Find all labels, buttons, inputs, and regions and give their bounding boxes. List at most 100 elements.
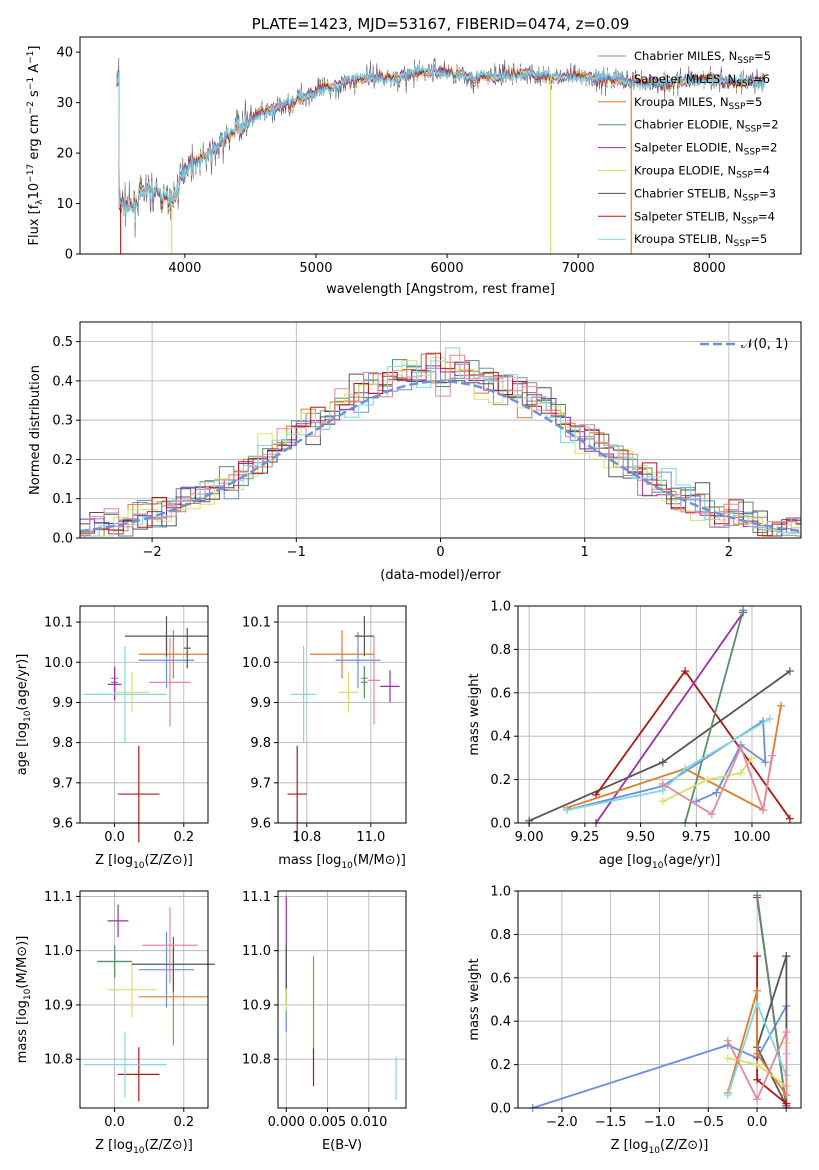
x-tick-label: 9.75 — [682, 830, 711, 845]
age_vs_mass-xlabel: mass [log10(M/M⊙)] — [278, 853, 406, 871]
x-tick-label: 0.2 — [173, 1115, 194, 1130]
spectrum-title: PLATE=1423, MJD=53167, FIBERID=0474, z=0… — [252, 15, 630, 33]
y-tick-label: 10.9 — [44, 998, 73, 1013]
x-tick-label: 6000 — [431, 261, 464, 276]
x-tick-label: 0.0 — [104, 830, 125, 845]
normal-curve — [79, 380, 802, 533]
x-tick-label: −2.0 — [546, 1115, 578, 1130]
x-tick-label: 0.005 — [309, 1115, 346, 1130]
legend-label: Kroupa MILES, NSSP=5 — [634, 95, 762, 112]
y-tick-label: 9.8 — [250, 736, 271, 751]
y-tick-label: 0.1 — [52, 492, 73, 507]
weight_vs_age-xlabel: age [log10(age/yr)] — [599, 853, 721, 871]
x-tick-label: 0.0 — [747, 1115, 768, 1130]
axes-frame — [517, 605, 802, 824]
y-tick-label: 9.9 — [52, 696, 73, 711]
histogram-kroupa_elodie — [84, 357, 801, 538]
age_vs_Z-panel: 0.0 0.2 9.6 9.7 9.8 9.9 10.0 10.1 Z [log10(Z/Z⊙)… — [15, 605, 209, 871]
y-tick-label: 0.6 — [490, 686, 511, 701]
y-tick-label: 0.2 — [52, 453, 73, 468]
x-tick-label: 0.2 — [173, 830, 194, 845]
x-tick-label: 10.8 — [292, 830, 321, 845]
residuals-xlabel: (data-model)/error — [380, 568, 501, 583]
residuals-panel: −2 −1 0 1 2 0.0 0.1 0.2 0.3 0.4 0.5 (data-model)/er… — [28, 321, 802, 583]
y-tick-label: 30 — [56, 96, 73, 111]
y-tick-label: 0.5 — [52, 335, 73, 350]
y-tick-label: 11.1 — [44, 890, 73, 905]
weight-line-chabrier_elodie — [684, 610, 744, 824]
x-tick-label: −0.5 — [693, 1115, 725, 1130]
y-tick-label: 9.7 — [250, 776, 271, 791]
y-tick-label: 9.8 — [52, 736, 73, 751]
y-tick-label: 0.2 — [490, 1058, 511, 1073]
mass_vs_Z-panel: 0.0 0.2 10.8 10.9 11.0 11.1 Z [log10(Z/Z⊙)] mas… — [15, 890, 215, 1156]
spectrum-line-kroupa_stelib — [116, 63, 765, 223]
weight_vs_age-ylabel: mass weight — [467, 673, 482, 755]
weight-line-chabrier_stelib — [528, 670, 791, 822]
y-tick-label: 0.0 — [490, 817, 511, 832]
y-tick-label: 10 — [56, 197, 73, 212]
mass_vs_Z-ylabel: mass [log10(M/M⊙)] — [15, 936, 33, 1064]
weight_vs_Z-ylabel: mass weight — [467, 958, 482, 1040]
x-tick-label: 9.25 — [570, 830, 599, 845]
x-tick-label: 0.000 — [268, 1115, 305, 1130]
spectrum-panel: 4000 5000 6000 7000 8000 0 10 20 30 40 PLATE=1423,… — [26, 15, 802, 297]
y-tick-label: 0 — [65, 248, 73, 263]
x-tick-label: 1 — [581, 545, 589, 560]
x-tick-label: 8000 — [693, 261, 726, 276]
y-tick-label: 0.4 — [490, 1015, 511, 1030]
axes-frame — [79, 605, 209, 824]
mass_vs_Z-xlabel: Z [log10(Z/Z⊙)] — [95, 1138, 193, 1156]
age_vs_Z-xlabel: Z [log10(Z/Z⊙)] — [95, 853, 193, 871]
y-tick-label: 0.3 — [52, 414, 73, 429]
y-tick-label: 11.0 — [242, 944, 271, 959]
x-tick-label: 11.0 — [356, 830, 385, 845]
x-tick-label: 9.00 — [515, 830, 544, 845]
y-tick-label: 0.2 — [490, 773, 511, 788]
legend-label: Chabrier MILES, NSSP=5 — [634, 49, 771, 66]
y-tick-label: 10.9 — [242, 998, 271, 1013]
weight-line-salpeter_elodie — [595, 611, 744, 824]
age_vs_mass-panel: 10.8 11.0 9.6 9.7 9.8 9.9 10.0 10.1 mass [log10(… — [242, 605, 407, 871]
legend-label: Salpeter ELODIE, NSSP=2 — [634, 141, 777, 158]
x-tick-label: 9.50 — [626, 830, 655, 845]
legend-label: Kroupa ELODIE, NSSP=4 — [634, 164, 770, 181]
y-tick-label: 0.8 — [490, 928, 511, 943]
x-tick-label: 10.00 — [733, 830, 770, 845]
legend-label: Chabrier STELIB, NSSP=3 — [634, 186, 776, 203]
mass_vs_ebv-xlabel: E(B-V) — [322, 1138, 362, 1153]
y-tick-label: 1.0 — [490, 885, 511, 900]
y-tick-label: 9.6 — [250, 817, 271, 832]
x-tick-label: 0.0 — [104, 1115, 125, 1130]
y-tick-label: 0.6 — [490, 971, 511, 986]
y-tick-label: 40 — [56, 46, 73, 61]
weight-line-pink — [726, 1031, 788, 1102]
y-tick-label: 0.8 — [490, 643, 511, 658]
y-tick-label: 9.7 — [52, 776, 73, 791]
axes-frame — [79, 36, 802, 255]
y-tick-label: 0.0 — [52, 532, 73, 547]
y-tick-label: 10.8 — [242, 1053, 271, 1068]
weight-line-salpeter_miles — [566, 719, 767, 811]
y-tick-label: 10.8 — [44, 1053, 73, 1068]
y-tick-label: 20 — [56, 147, 73, 162]
weight-line-pink — [662, 744, 773, 816]
x-tick-label: 0.010 — [350, 1115, 387, 1130]
axes-frame — [277, 605, 407, 824]
x-tick-label: −1 — [287, 545, 306, 560]
x-tick-label: 4000 — [168, 261, 201, 276]
legend-label: 𝒩(0, 1) — [741, 337, 788, 352]
x-tick-label: 5000 — [299, 261, 332, 276]
axes-frame — [277, 890, 407, 1109]
y-tick-label: 10.1 — [242, 616, 271, 631]
histogram-salpeter_stelib — [79, 352, 801, 538]
weight_vs_Z-xlabel: Z [log10(Z/Z⊙)] — [611, 1138, 709, 1156]
legend-label: Chabrier ELODIE, NSSP=2 — [634, 118, 779, 135]
x-tick-label: −1.5 — [595, 1115, 627, 1130]
y-tick-label: 10.0 — [242, 656, 271, 671]
x-tick-label: −2 — [143, 545, 162, 560]
histogram-pink — [79, 353, 801, 538]
histogram-kroupa_stelib — [84, 347, 801, 538]
legend-label: Salpeter MILES, NSSP=6 — [634, 72, 770, 89]
